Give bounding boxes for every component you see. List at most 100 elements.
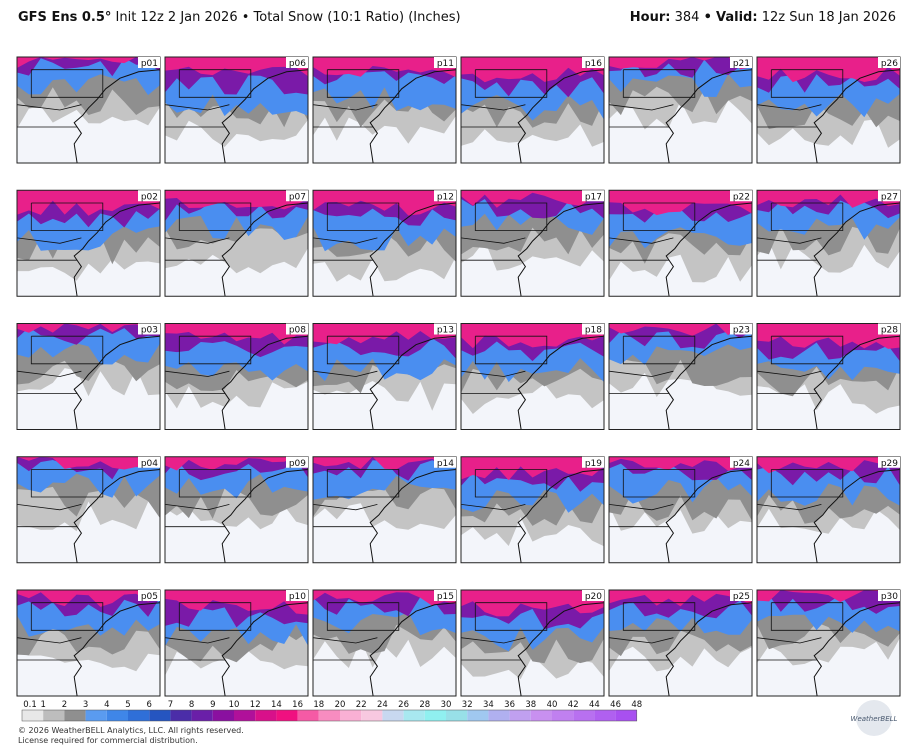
panel-label-bg: [582, 590, 604, 601]
legend-label: 1: [40, 700, 45, 710]
snow-magenta: [17, 456, 160, 470]
map-panel: [165, 590, 308, 696]
map-panel: [17, 57, 160, 163]
legend-label: 2: [62, 700, 67, 710]
state-lines: [313, 469, 400, 528]
panel-label-bg: [138, 190, 160, 202]
legend-label: 48: [631, 700, 642, 710]
state-lines: [17, 469, 104, 528]
legend-label: 32: [462, 700, 473, 710]
state-lines: [757, 69, 844, 128]
coastline: [221, 69, 308, 163]
legend-label: 26: [398, 700, 409, 710]
coastline: [73, 69, 160, 163]
panel-label-bg: [434, 590, 456, 601]
snow-magenta: [609, 456, 752, 471]
legend-swatch: [128, 710, 150, 721]
legend-label: 14: [271, 700, 282, 710]
legend-label: 12: [250, 700, 261, 710]
hour: 384: [674, 10, 700, 25]
coastline: [221, 335, 308, 430]
panel-border: [756, 456, 901, 564]
panel-label: p13: [437, 326, 454, 336]
panel-label-bg: [878, 190, 900, 202]
coastline: [665, 335, 752, 430]
legend-label: 3: [83, 700, 88, 710]
snow-magenta: [461, 590, 604, 617]
coastline: [73, 469, 160, 563]
state-lines: [17, 335, 104, 394]
legend-label: 44: [589, 700, 600, 710]
snow-magenta: [313, 456, 456, 470]
panel-label: p02: [141, 192, 158, 202]
snow-magenta: [165, 456, 308, 471]
panel-label: p21: [733, 59, 750, 69]
snow-magenta: [609, 57, 752, 70]
panel-border: [756, 56, 901, 164]
panel-border: [460, 589, 605, 697]
legend-swatch: [43, 710, 65, 721]
panel-border: [312, 189, 457, 297]
coastline: [665, 69, 752, 163]
legend-swatch: [234, 710, 256, 721]
model: GFS Ens 0.5°: [18, 10, 112, 25]
snow-purple: [313, 456, 456, 481]
panel-border: [164, 323, 309, 430]
snow-purple: [17, 456, 160, 480]
panel-border: [16, 456, 161, 564]
coastline: [369, 202, 456, 297]
snow-magenta: [165, 323, 308, 345]
panel-border: [164, 456, 309, 564]
coastline: [665, 202, 752, 297]
legend-label: 6: [146, 700, 151, 710]
map-panel: [609, 323, 752, 430]
panel-label: p16: [585, 59, 602, 69]
state-lines: [609, 469, 696, 528]
snow-magenta: [461, 456, 604, 481]
snow-magenta: [165, 190, 308, 210]
snow-magenta: [609, 323, 752, 336]
header-left: GFS Ens 0.5° Init 12z 2 Jan 2026 • Total…: [18, 10, 461, 25]
legend-swatch: [424, 710, 446, 721]
panel-label: p06: [289, 59, 306, 69]
coastline: [221, 202, 308, 297]
valid-label: Valid:: [716, 10, 758, 25]
map-panel: [461, 456, 604, 563]
state-lines: [609, 335, 696, 394]
map-panel: [757, 456, 900, 563]
panel-label: p11: [437, 59, 454, 69]
legend-swatch: [297, 710, 319, 721]
panel-label-bg: [434, 190, 456, 202]
panel-border: [608, 456, 753, 564]
panel-label-bg: [286, 190, 308, 202]
snow-magenta: [757, 190, 900, 208]
panel-border: [460, 323, 605, 430]
panel-border: [164, 589, 309, 697]
panel-label: p30: [881, 592, 898, 602]
snow-magenta: [313, 323, 456, 345]
coastline: [813, 602, 900, 696]
state-lines: [165, 202, 252, 261]
panel-label-bg: [286, 57, 308, 68]
snow-purple: [757, 456, 900, 486]
snow-magenta: [757, 590, 900, 603]
map-panel: [165, 323, 308, 430]
snow-magenta: [757, 456, 900, 474]
panel-label-bg: [138, 590, 160, 601]
state-lines: [313, 69, 400, 128]
logo: WeatherBELL: [851, 715, 898, 723]
legend-swatch: [64, 710, 86, 721]
legend-label: 28: [419, 700, 430, 710]
coastline: [517, 602, 604, 696]
hour-label: Hour:: [629, 10, 671, 25]
panel-label: p07: [289, 192, 306, 202]
legend-swatch: [552, 710, 574, 721]
legend-label: 34: [483, 700, 494, 710]
state-lines: [461, 69, 548, 128]
panel-label: p08: [289, 326, 306, 336]
description: Init 12z 2 Jan 2026 • Total Snow (10:1 R…: [115, 10, 461, 25]
map-panel: [757, 57, 900, 163]
panel-label: p03: [141, 326, 158, 336]
